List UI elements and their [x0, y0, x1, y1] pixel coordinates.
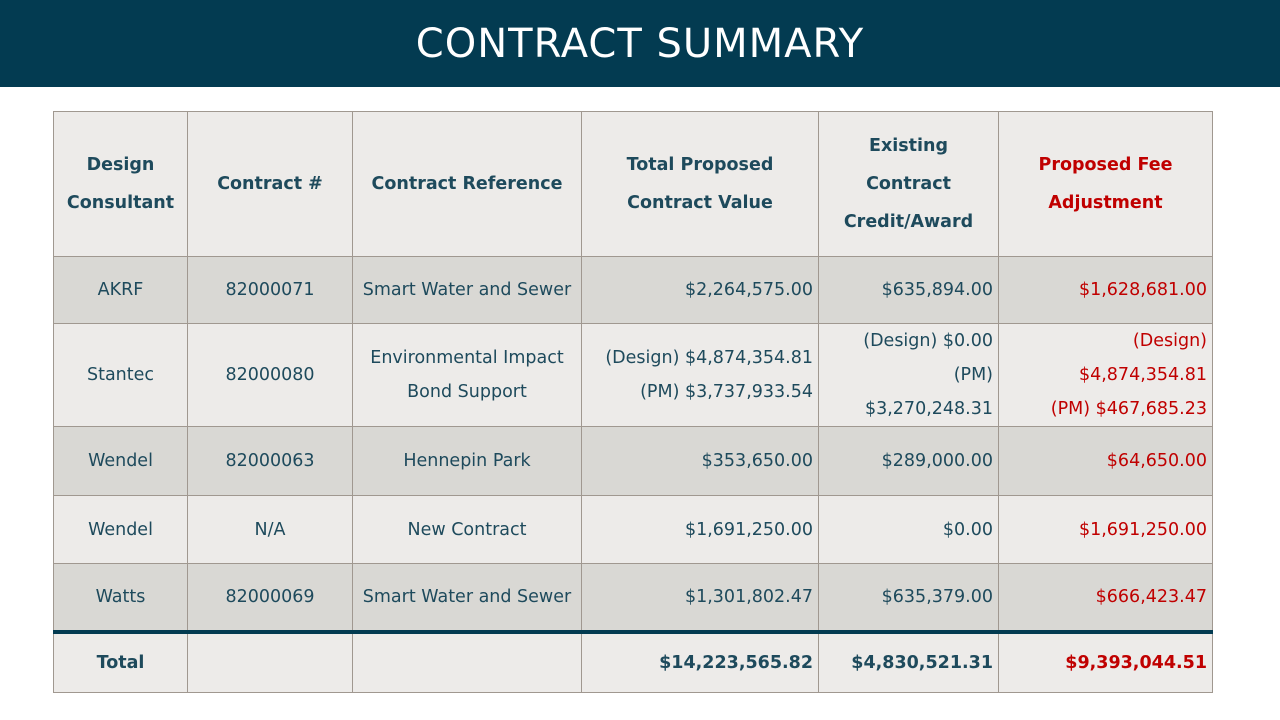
- existing-credit-cell: (Design) $0.00 (PM) $3,270,248.31: [818, 323, 999, 427]
- existing-credit-cell: $635,379.00: [818, 563, 999, 632]
- empty-cell: [352, 629, 582, 693]
- total-proposed-cell-line: (Design) $4,874,354.81: [605, 348, 813, 368]
- contract-reference-cell: Smart Water and Sewer: [352, 563, 582, 632]
- fee-adjustment-cell-line: (PM) $467,685.23: [1050, 399, 1207, 419]
- contract-reference-cell-line: Environmental Impact: [370, 348, 564, 368]
- page-title: CONTRACT SUMMARY: [0, 0, 1280, 87]
- total-proposed-cell: $1,691,250.00: [581, 495, 819, 564]
- fee-adjustment-cell: $64,650.00: [998, 426, 1213, 496]
- existing-credit-cell-line: $289,000.00: [881, 451, 993, 471]
- header-proposed-fee-adjustment: Proposed Fee Adjustment: [998, 111, 1213, 257]
- fee-adjustment-cell: $1,628,681.00: [998, 256, 1213, 324]
- contract-reference-cell-line: Hennepin Park: [403, 451, 531, 471]
- consultant-cell: Stantec: [53, 323, 188, 427]
- contract-number-cell: 82000069: [187, 563, 353, 632]
- existing-credit-cell: $0.00: [818, 495, 999, 564]
- contract-reference-cell-line: Smart Water and Sewer: [362, 280, 572, 300]
- contract-number-cell: 82000071: [187, 256, 353, 324]
- existing-credit-cell: $289,000.00: [818, 426, 999, 496]
- total-proposed-cell-line: $1,691,250.00: [684, 519, 813, 540]
- consultant-cell: Watts: [53, 563, 188, 632]
- fee-adjustment-cell-line: $1,691,250.00: [1078, 519, 1207, 540]
- fee-adjustment-cell: (Design) $4,874,354.81 (PM) $467,685.23: [998, 323, 1213, 427]
- fee-adjustment-cell: $666,423.47: [998, 563, 1213, 632]
- existing-credit-cell-line: $635,894.00: [881, 280, 993, 300]
- contract-reference-cell-line: New Contract: [407, 519, 527, 540]
- contract-reference-cell-line: Bond Support: [407, 382, 527, 402]
- contract-number-cell: 82000063: [187, 426, 353, 496]
- total-existing-credit: $4,830,521.31: [818, 629, 999, 693]
- table-row: Wendel N/A New Contract $1,691,250.00 $0.00 $…: [53, 495, 1213, 564]
- total-fee-adjustment: $9,393,044.51: [998, 629, 1213, 693]
- fee-adjustment-cell: $1,691,250.00: [998, 495, 1213, 564]
- consultant-cell: Wendel: [53, 495, 188, 564]
- empty-cell: [187, 629, 353, 693]
- table-row: AKRF 82000071 Smart Water and Sewer $2,264,…: [53, 256, 1213, 324]
- contract-reference-cell-line: Smart Water and Sewer: [362, 586, 572, 607]
- existing-credit-cell-line: $635,379.00: [881, 586, 993, 607]
- contract-reference-cell: New Contract: [352, 495, 582, 564]
- total-proposed-cell-line: (PM) $3,737,933.54: [640, 382, 813, 402]
- fee-adjustment-cell-line: $64,650.00: [1106, 451, 1207, 471]
- table-header-row: Design Consultant Contract # Contract Re…: [53, 111, 1213, 257]
- consultant-cell: AKRF: [53, 256, 188, 324]
- table-row: Stantec 82000080 Environmental Impact Bond …: [53, 323, 1213, 427]
- contract-reference-cell: Smart Water and Sewer: [352, 256, 582, 324]
- existing-credit-cell-line: (PM) $3,270,248.31: [864, 365, 993, 419]
- total-proposed-cell-line: $1,301,802.47: [684, 586, 813, 607]
- total-proposed-cell: $1,301,802.47: [581, 563, 819, 632]
- contract-reference-cell: Environmental Impact Bond Support: [352, 323, 582, 427]
- total-proposed-cell-line: $353,650.00: [701, 451, 813, 471]
- fee-adjustment-cell-line: $666,423.47: [1095, 586, 1207, 607]
- fee-adjustment-cell-line: (Design) $4,874,354.81: [1078, 331, 1207, 385]
- contract-summary-table: Design Consultant Contract # Contract Re…: [53, 111, 1213, 693]
- header-existing-credit: Existing Contract Credit/Award: [818, 111, 999, 257]
- contract-number-cell: N/A: [187, 495, 353, 564]
- header-contract-number: Contract #: [187, 111, 353, 257]
- total-proposed-cell: $2,264,575.00: [581, 256, 819, 324]
- table-row: Wendel 82000063 Hennepin Park $353,650.00 $2…: [53, 426, 1213, 496]
- header-contract-reference: Contract Reference: [352, 111, 582, 257]
- existing-credit-cell-line: (Design) $0.00: [863, 331, 993, 351]
- total-row: Total $14,223,565.82 $4,830,521.31 $9,39…: [53, 629, 1213, 693]
- header-total-proposed: Total Proposed Contract Value: [581, 111, 819, 257]
- table-row: Watts 82000069 Smart Water and Sewer $1,301…: [53, 563, 1213, 632]
- header-design-consultant: Design Consultant: [53, 111, 188, 257]
- contract-reference-cell: Hennepin Park: [352, 426, 582, 496]
- total-proposed-cell: (Design) $4,874,354.81 (PM) $3,737,933.54: [581, 323, 819, 427]
- total-proposed-value: $14,223,565.82: [581, 629, 819, 693]
- consultant-cell: Wendel: [53, 426, 188, 496]
- total-proposed-cell-line: $2,264,575.00: [684, 280, 813, 300]
- fee-adjustment-cell-line: $1,628,681.00: [1078, 280, 1207, 300]
- existing-credit-cell-line: $0.00: [942, 519, 993, 540]
- total-label: Total: [53, 629, 188, 693]
- contract-number-cell: 82000080: [187, 323, 353, 427]
- existing-credit-cell: $635,894.00: [818, 256, 999, 324]
- total-proposed-cell: $353,650.00: [581, 426, 819, 496]
